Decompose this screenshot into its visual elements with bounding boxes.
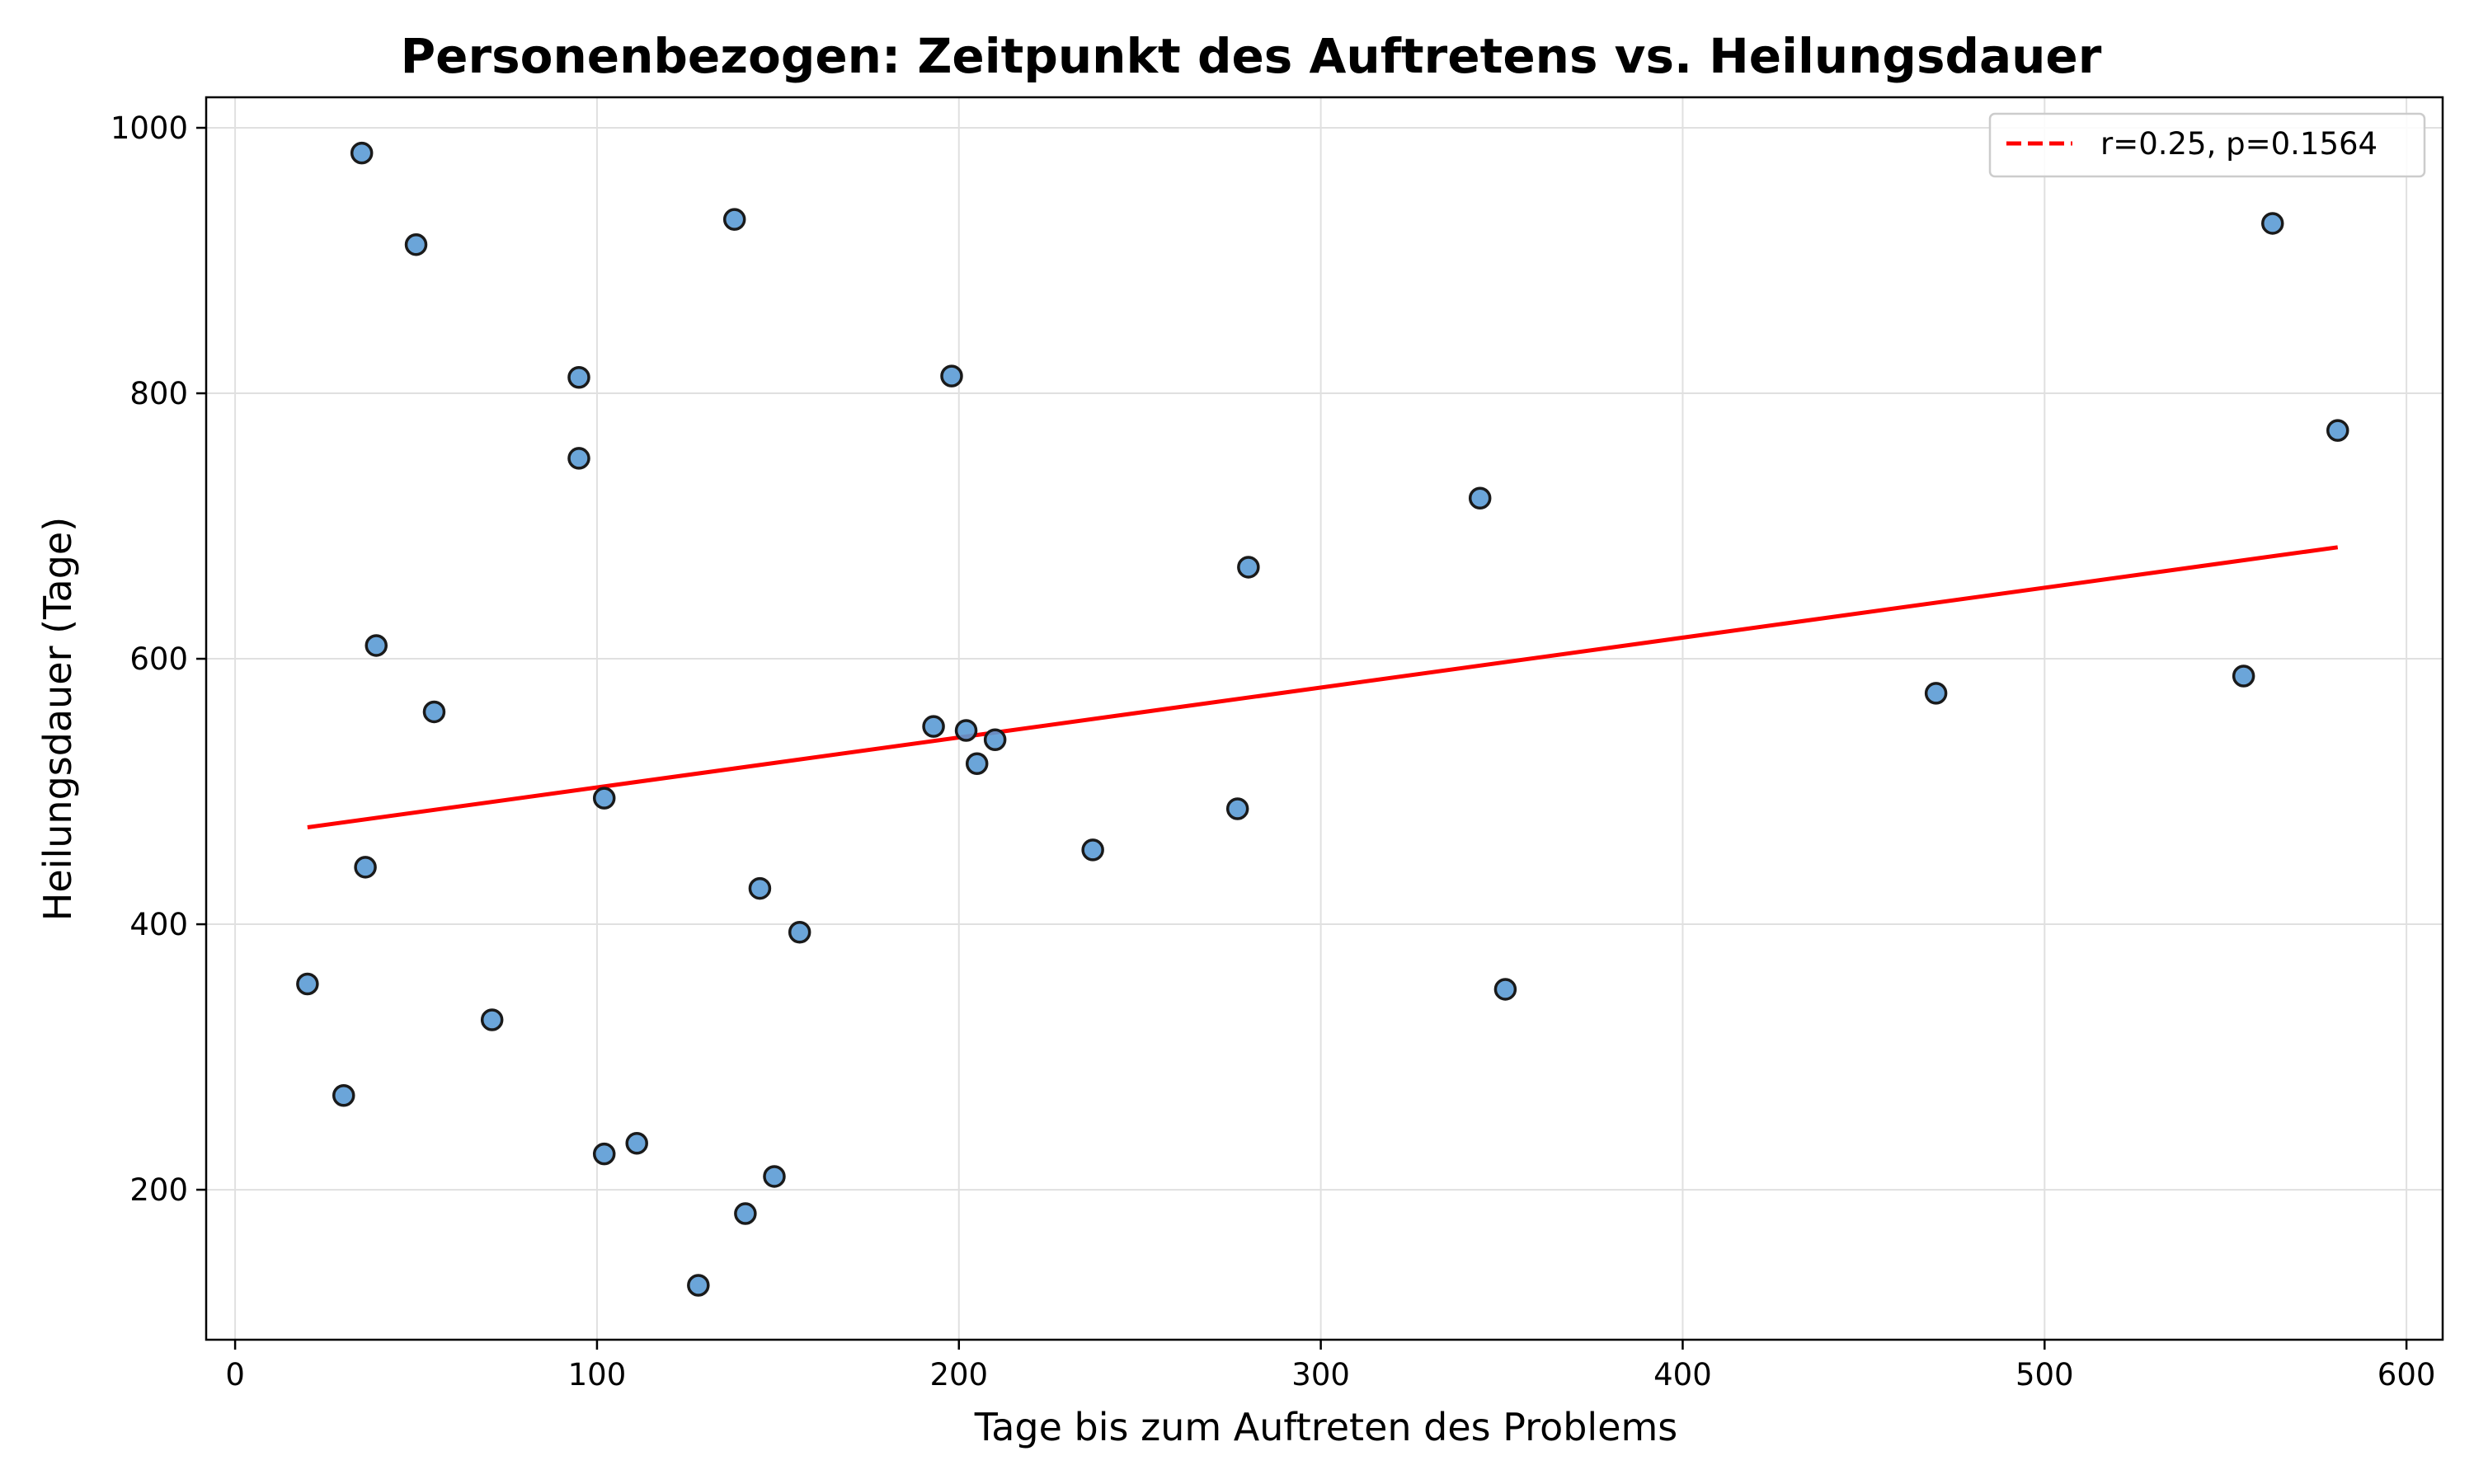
- data-point: [567, 447, 590, 470]
- axis-ticks: 0 100 200 300 400 500 600 200 400 600 800 1000: [111, 110, 2436, 1392]
- data-point: [748, 876, 772, 900]
- data-point: [404, 232, 428, 256]
- data-point: [722, 208, 746, 231]
- data-points: [296, 141, 2349, 1297]
- chart-title: Personenbezogen: Zeitpunkt des Auftreten…: [401, 28, 2102, 84]
- data-point: [365, 634, 388, 657]
- x-tick-label: 200: [929, 1357, 988, 1392]
- data-point: [1237, 556, 1260, 579]
- data-point: [332, 1084, 355, 1107]
- data-point: [965, 752, 989, 775]
- data-point: [922, 715, 945, 738]
- x-tick-label: 600: [2378, 1357, 2436, 1392]
- data-point: [1468, 486, 1492, 510]
- plot-frame: [205, 96, 2444, 1341]
- x-tick-label: 0: [225, 1357, 245, 1392]
- y-tick-label: 800: [129, 376, 188, 411]
- x-tick-label: 500: [2015, 1357, 2074, 1392]
- grid-lines: [206, 97, 2443, 1340]
- data-point: [625, 1131, 648, 1155]
- data-point: [567, 365, 590, 389]
- y-tick-label: 600: [129, 641, 188, 677]
- legend-box: [1988, 112, 2426, 178]
- data-point: [2260, 212, 2284, 235]
- x-axis-label: Tage bis zum Auftreten des Problems: [974, 1405, 1678, 1449]
- data-point: [763, 1165, 786, 1188]
- data-point: [954, 719, 978, 742]
- data-point: [1081, 838, 1104, 862]
- regression-line: [307, 545, 2339, 830]
- data-point: [1924, 682, 1948, 705]
- data-point: [296, 972, 319, 996]
- data-point: [2232, 665, 2255, 688]
- data-point: [592, 787, 616, 810]
- data-point: [940, 364, 963, 387]
- data-point: [788, 920, 811, 944]
- data-point: [480, 1008, 504, 1031]
- data-point: [1493, 978, 1517, 1001]
- data-point: [422, 700, 446, 724]
- data-point: [1225, 797, 1249, 820]
- legend-entry-fit: r=0.25, p=0.1564: [2100, 126, 2378, 162]
- x-tick-label: 300: [1291, 1357, 1350, 1392]
- y-axis-label: Heilungsdauer (Tage): [35, 517, 80, 921]
- data-point: [983, 728, 1007, 752]
- y-tick-label: 1000: [111, 110, 188, 146]
- data-point: [2326, 419, 2349, 442]
- y-tick-label: 200: [129, 1172, 188, 1208]
- data-point: [734, 1202, 757, 1225]
- data-point: [354, 856, 377, 879]
- data-point: [350, 141, 374, 165]
- x-tick-label: 100: [568, 1357, 627, 1392]
- data-point: [687, 1274, 710, 1297]
- fit-line-layer: [307, 545, 2339, 830]
- y-tick-label: 400: [129, 907, 188, 942]
- legend: r=0.25, p=0.1564: [1988, 112, 2426, 178]
- x-tick-label: 400: [1653, 1357, 1712, 1392]
- data-point: [592, 1142, 616, 1166]
